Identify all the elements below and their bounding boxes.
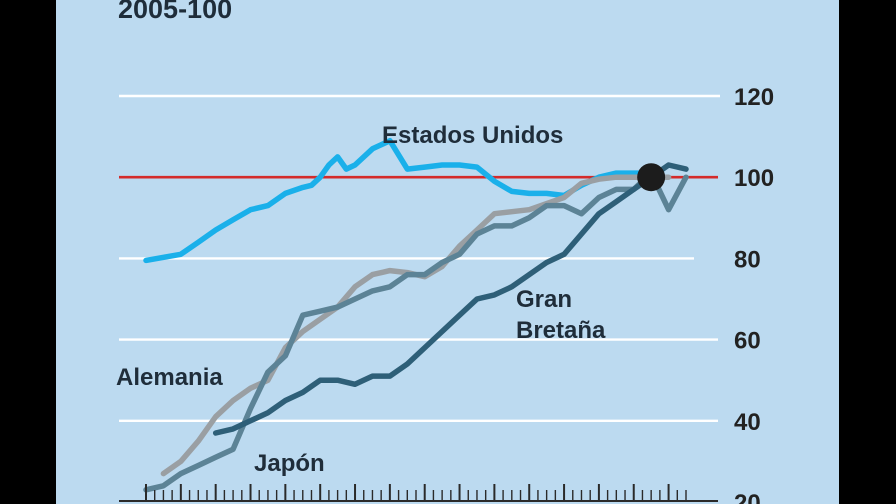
series-line-estados-unidos (143, 137, 654, 264)
y-tick-label-80: 80 (734, 246, 761, 273)
series-labels: Estados Unidos Alemania Japón Gran Bretaña (116, 122, 606, 477)
y-tick-label-60: 60 (734, 328, 761, 355)
series-lines (143, 137, 689, 493)
series-label-gran-bretaña: Gran Bretaña (516, 286, 606, 344)
series-label-japón: Japón (254, 450, 325, 477)
gridlines (119, 94, 720, 422)
y-tick-labels: 20 40 60 80 100 120 (734, 84, 774, 504)
markers (637, 163, 666, 192)
series-line-gran-bretaña (212, 162, 689, 436)
series-label-alemania: Alemania (116, 364, 223, 391)
series-line-japón (143, 170, 689, 493)
y-tick-label-120: 120 (734, 84, 774, 111)
x-axis (119, 484, 718, 502)
y-tick-label-20: 20 (734, 490, 761, 504)
y-tick-label-40: 40 (734, 409, 761, 436)
y-tick-label-100: 100 (734, 165, 774, 192)
series-label-estados-unidos: Estados Unidos (382, 122, 563, 149)
chart-subtitle: 2005-100 (118, 0, 233, 24)
index-marker (637, 163, 666, 192)
